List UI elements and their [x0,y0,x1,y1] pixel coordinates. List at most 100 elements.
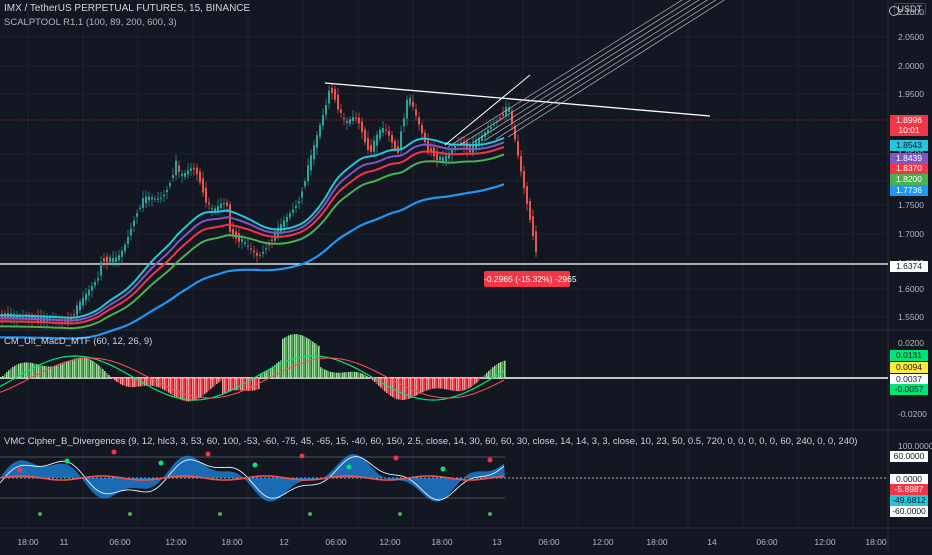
macd-histogram-bar [304,336,306,378]
candle-body [508,107,510,112]
candle-body [223,203,225,205]
macd-histogram-bar [38,364,40,378]
channel-base-line [444,74,531,146]
macd-histogram-bar [376,378,378,384]
cipher-tag: 60.0000 [890,451,928,462]
candle-body [385,129,387,131]
macd-histogram-bar [498,362,500,378]
macd-histogram-bar [26,362,28,378]
candle-body [322,115,324,126]
macd-histogram-bar [214,378,216,386]
price-axis-label: 1.7500 [898,200,924,210]
candle-body [283,220,285,227]
macd-histogram-bar [128,378,130,387]
macd-histogram-bar [322,368,324,378]
macd-histogram-bar [392,378,394,398]
candle-body [166,189,168,193]
macd-histogram-bar [468,378,470,389]
macd-histogram-bar [144,378,146,386]
macd-histogram-bar [98,365,100,378]
macd-histogram-bar [294,334,296,378]
time-axis-label: 12:00 [814,537,836,547]
macd-pane-label[interactable]: CM_Ult_MacD_MTF (60, 12, 26, 9) [4,336,153,347]
macd-histogram-bar [66,361,68,378]
candle-body [136,213,138,217]
time-axis-label: 06:00 [109,537,131,547]
macd-signal-line [0,357,505,399]
macd-histogram-bar [234,378,236,391]
macd-histogram-bar [228,378,230,392]
macd-histogram-bar [484,374,486,378]
candle-body [82,297,84,306]
macd-histogram-bar [116,378,118,382]
macd-histogram-bar [74,358,76,378]
macd-histogram-bar [318,345,320,378]
candle-body [127,237,129,245]
candle-body [256,252,258,256]
macd-histogram-bar [480,378,482,379]
time-axis-label: 14 [707,537,717,547]
candle-body [535,231,537,253]
macd-histogram-bar [92,360,94,378]
cipher-buy-dot [38,512,42,516]
macd-histogram-bar [490,368,492,378]
candle-body [517,141,519,156]
macd-histogram-bar [132,378,134,388]
macd-histogram-bar [160,378,162,389]
macd-histogram-bar [18,363,20,378]
candle-body [520,156,522,172]
macd-histogram-bar [40,365,42,378]
cipher-tag: 0.0000 [890,474,928,485]
cipher-dot [487,457,493,463]
macd-histogram-bar [180,378,182,400]
macd-histogram-bar [290,334,292,378]
cipher-tag: -49.6812 [890,495,928,506]
price-tag: 1.8439 [890,153,928,164]
candle-body [343,117,345,120]
macd-histogram-bar [166,378,168,392]
parallel-channel-line [483,0,709,142]
price-axis-label: 2.0000 [898,61,924,71]
time-axis-label: 18:00 [646,537,668,547]
candle-body [247,245,249,247]
macd-histogram-bar [474,378,476,385]
candle-body [505,106,507,116]
candle-body [286,216,288,223]
candle-body [271,239,273,242]
candle-body [325,105,327,115]
macd-histogram-bar [226,378,228,392]
candle-body [415,109,417,116]
macd-histogram-bar [400,378,402,400]
macd-histogram-bar [476,378,478,383]
macd-histogram-bar [134,378,136,388]
macd-histogram-bar [110,376,112,378]
macd-histogram-bar [112,378,114,379]
cipher-pane-label[interactable]: VMC Cipher_B_Divergences (9, 12, hlc3, 3… [4,436,858,447]
price-axis-label: 2.1000 [898,7,924,17]
macd-histogram-bar [278,361,280,378]
settings-gear-icon[interactable] [889,6,899,16]
macd-histogram-bar [472,378,474,386]
macd-histogram-bar [292,334,294,378]
parallel-channel-line [447,0,683,148]
parallel-channel-line [507,0,725,138]
macd-histogram-bar [186,378,188,402]
macd-histogram-bar [446,378,448,390]
candle-body [70,318,72,320]
macd-histogram-bar [416,378,418,396]
macd-histogram-bar [216,378,218,384]
candle-body [340,109,342,113]
price-axis-label: 1.9500 [898,89,924,99]
indicator-legend-scalptool[interactable]: SCALPTOOL R1.1 (100, 89, 200, 600, 3) [4,17,177,28]
candle-body [472,143,474,153]
candle-body [97,278,99,281]
macd-histogram-bar [280,360,282,378]
macd-histogram-bar [414,378,416,397]
cipher-dot [17,467,23,473]
macd-histogram-bar [410,378,412,399]
macd-histogram-bar [126,378,128,387]
macd-tag: 0.0037 [890,374,928,385]
candle-body [448,152,450,159]
